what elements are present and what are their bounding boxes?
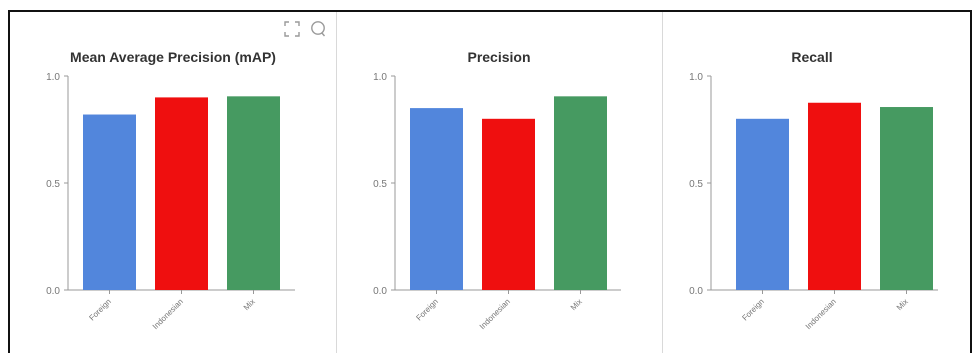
bar-mix	[227, 96, 280, 290]
chart-recall: Recall 0.0 0.5 1.0 Foreign Indonesian Mix	[689, 49, 938, 331]
y-tick-label: 1.0	[689, 72, 703, 83]
bar-foreign	[83, 114, 136, 291]
bar-mix	[880, 107, 933, 290]
y-tick-label: 0.0	[373, 286, 387, 297]
bar-indonesian	[482, 118, 535, 290]
y-tick-label: 0.5	[689, 179, 703, 190]
bar-mix	[554, 96, 607, 290]
panel-divider	[662, 12, 663, 353]
chart-panel-precision: Precision 0.0 0.5 1.0 Foreign Indonesian Mix	[337, 12, 662, 355]
x-tick-label: Foreign	[414, 297, 440, 323]
x-tick-label: Mix	[569, 297, 584, 312]
chart-map: Mean Average Precision (mAP) 0.0 0.5 1.0 For…	[46, 49, 295, 331]
x-tick-label: Mix	[895, 297, 910, 312]
x-tick-label: Indonesian	[478, 297, 512, 331]
y-tick-label: 1.0	[46, 72, 60, 83]
x-tick-label: Indonesian	[804, 297, 838, 331]
panel-toolbar	[283, 18, 327, 40]
panel-divider	[336, 12, 337, 353]
bar-indonesian	[808, 102, 861, 290]
x-tick-label: Foreign	[740, 297, 766, 323]
y-tick-label: 0.5	[373, 179, 387, 190]
x-tick-label: Foreign	[87, 297, 113, 323]
dashboard-frame	[8, 10, 972, 353]
y-tick-label: 0.5	[46, 179, 60, 190]
bar-indonesian	[155, 97, 208, 291]
chart-title: Precision	[467, 49, 530, 65]
x-tick-label: Indonesian	[151, 297, 185, 331]
comment-icon[interactable]	[309, 20, 327, 38]
chart-title: Recall	[791, 49, 832, 65]
x-tick-label: Mix	[242, 297, 257, 312]
y-tick-label: 0.0	[46, 286, 60, 297]
chart-title: Mean Average Precision (mAP)	[70, 49, 276, 65]
bar-foreign	[410, 108, 463, 290]
bar-foreign	[736, 118, 789, 290]
chart-panel-recall: Recall 0.0 0.5 1.0 Foreign Indonesian Mix	[663, 12, 970, 355]
chart-panel-map: Mean Average Precision (mAP) 0.0 0.5 1.0 For…	[10, 12, 336, 355]
y-tick-label: 0.0	[689, 286, 703, 297]
expand-icon[interactable]	[283, 20, 301, 38]
chart-precision: Precision 0.0 0.5 1.0 Foreign Indonesian Mix	[373, 49, 621, 331]
y-tick-label: 1.0	[373, 72, 387, 83]
